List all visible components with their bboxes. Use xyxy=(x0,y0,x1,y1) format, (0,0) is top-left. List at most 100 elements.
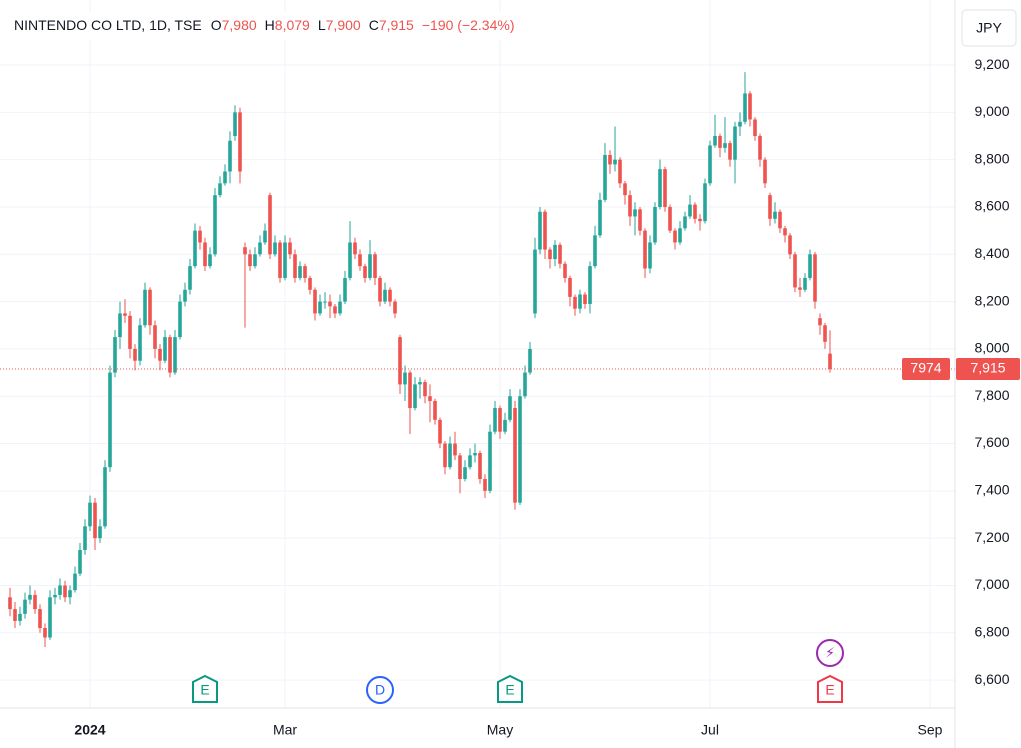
candle-body xyxy=(108,372,112,468)
candle-body xyxy=(168,337,172,373)
candle-body xyxy=(323,301,327,303)
y-tick-label: 8,800 xyxy=(974,150,1009,166)
candle-body xyxy=(433,400,437,420)
candle-body xyxy=(173,337,177,373)
candle-body xyxy=(598,199,602,236)
candle-body xyxy=(788,235,792,255)
event-marker[interactable]: E xyxy=(497,674,523,703)
candle-body xyxy=(338,301,342,314)
y-tick-label: 6,800 xyxy=(974,623,1009,639)
candle-body xyxy=(13,609,17,621)
candle-body xyxy=(233,112,237,137)
currency-button[interactable] xyxy=(961,9,1017,47)
candle-body xyxy=(478,452,482,480)
candle-body xyxy=(463,467,467,480)
candle-body xyxy=(763,159,767,184)
candle-body xyxy=(573,296,577,309)
candle-body xyxy=(243,247,247,255)
candle-body xyxy=(263,230,267,243)
x-tick-label: Jul xyxy=(701,722,719,738)
candle-body xyxy=(313,289,317,314)
candle-body xyxy=(713,136,717,146)
candle-body xyxy=(268,195,272,255)
legend-background xyxy=(6,12,626,40)
candle-body xyxy=(673,230,677,243)
y-tick-label: 7,400 xyxy=(974,482,1009,498)
candle-body xyxy=(273,242,277,255)
candle-body xyxy=(203,242,207,267)
candle-body xyxy=(738,121,742,127)
price-change: −190 (−2.34%) xyxy=(422,17,515,33)
candle-body xyxy=(608,154,612,165)
candle-body xyxy=(668,206,672,231)
candle-body xyxy=(803,277,807,290)
candle-body xyxy=(568,277,572,297)
candle-body xyxy=(723,143,727,148)
event-marker[interactable]: D xyxy=(366,676,394,704)
candle-body xyxy=(533,249,537,314)
countdown-badge xyxy=(902,358,950,381)
candle-body xyxy=(698,218,702,222)
candle-body xyxy=(33,594,37,610)
candle-body xyxy=(503,419,507,432)
candle-body xyxy=(333,306,337,314)
candle-body xyxy=(278,242,282,278)
candle-body xyxy=(78,549,82,574)
event-marker[interactable]: E xyxy=(192,674,218,703)
candle-body xyxy=(403,372,407,385)
candle-body xyxy=(408,372,412,409)
ohlc-key: H xyxy=(265,17,275,33)
candle-body xyxy=(458,455,462,480)
candle-body xyxy=(83,526,87,550)
candle-body xyxy=(163,337,167,361)
candle-body xyxy=(223,171,227,184)
candle-body xyxy=(443,443,447,468)
ohlc-value: 7,915 xyxy=(379,17,414,33)
event-marker[interactable]: E xyxy=(817,674,843,703)
candle-body xyxy=(93,502,97,539)
ohlc-value: 7,980 xyxy=(222,17,257,33)
event-label: D xyxy=(375,682,385,698)
candle-body xyxy=(583,294,587,304)
event-icon xyxy=(497,674,523,703)
candle-body xyxy=(523,372,527,397)
candle-body xyxy=(733,126,737,160)
candle-body xyxy=(793,254,797,288)
y-tick-label: 8,400 xyxy=(974,245,1009,261)
candle-body xyxy=(538,211,542,250)
y-tick-label: 7,600 xyxy=(974,434,1009,450)
event-icon xyxy=(366,676,394,704)
currency[interactable]: JPY xyxy=(976,20,1002,36)
x-tick-label: Sep xyxy=(918,722,943,738)
candle-body xyxy=(298,266,302,278)
candle-body xyxy=(58,585,62,595)
y-tick-label: 6,600 xyxy=(974,671,1009,687)
candle-body xyxy=(578,294,582,309)
candle-body xyxy=(613,159,617,165)
event-marker[interactable]: ⚡ xyxy=(816,639,844,667)
candle-body xyxy=(383,289,387,302)
ohlc-value: 8,079 xyxy=(275,17,310,33)
candle-body xyxy=(248,254,252,267)
x-tick-label: Mar xyxy=(273,722,297,738)
candle-body xyxy=(43,628,47,638)
candle-body xyxy=(728,143,732,160)
candle-body xyxy=(98,526,102,539)
candle-body xyxy=(68,590,72,598)
candle-body xyxy=(143,289,147,326)
candle-body xyxy=(783,228,787,236)
candle-body xyxy=(813,254,817,302)
candle-body xyxy=(88,502,92,527)
candle-body xyxy=(493,408,497,432)
candle-body xyxy=(118,313,122,338)
candle-body xyxy=(708,145,712,184)
candle-body xyxy=(488,431,492,491)
candle-body xyxy=(188,266,192,290)
candle-body xyxy=(758,136,762,160)
candle-body xyxy=(148,289,152,326)
ohlc-key: O xyxy=(211,17,222,33)
candle-body xyxy=(753,119,757,137)
candle-body xyxy=(398,337,402,385)
y-tick-label: 8,600 xyxy=(974,198,1009,214)
